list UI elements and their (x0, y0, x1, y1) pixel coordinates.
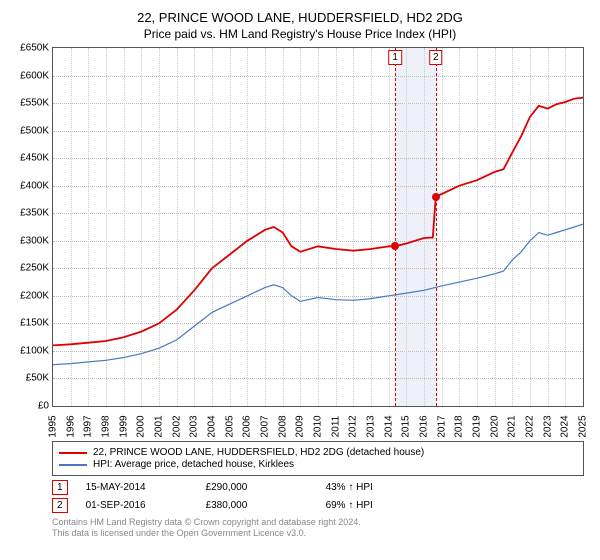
x-tick-label: 1996 (65, 415, 76, 437)
x-tick-label: 2012 (348, 415, 359, 437)
y-tick-label: £0 (9, 401, 49, 412)
event-row: 1 15-MAY-2014 £290,000 43% ↑ HPI (52, 480, 584, 495)
x-tick-label: 2001 (154, 415, 165, 437)
x-tick-label: 2025 (578, 415, 589, 437)
legend-item: 22, PRINCE WOOD LANE, HUDDERSFIELD, HD2 … (59, 447, 577, 458)
x-tick-label: 2023 (542, 415, 553, 437)
x-tick-label: 2005 (224, 415, 235, 437)
x-tick-label: 2002 (171, 415, 182, 437)
x-tick-label: 2009 (295, 415, 306, 437)
y-tick-label: £200K (9, 290, 49, 301)
legend-label: HPI: Average price, detached house, Kirk… (93, 459, 294, 470)
y-tick-label: £650K (9, 43, 49, 54)
x-tick-label: 1999 (118, 415, 129, 437)
y-tick-label: £350K (9, 208, 49, 219)
x-tick-label: 2010 (313, 415, 324, 437)
x-tick-label: 2003 (189, 415, 200, 437)
x-tick-label: 2004 (207, 415, 218, 437)
legend-label: 22, PRINCE WOOD LANE, HUDDERSFIELD, HD2 … (93, 447, 424, 458)
x-tick-label: 2008 (277, 415, 288, 437)
legend-swatch (59, 464, 87, 466)
series-line (53, 98, 583, 346)
legend-item: HPI: Average price, detached house, Kirk… (59, 459, 577, 470)
x-tick-label: 1997 (83, 415, 94, 437)
event-date: 15-MAY-2014 (86, 482, 206, 493)
events-table: 1 15-MAY-2014 £290,000 43% ↑ HPI 2 01-SE… (52, 480, 584, 513)
y-tick-label: £450K (9, 153, 49, 164)
x-tick-label: 2017 (436, 415, 447, 437)
event-delta: 69% ↑ HPI (326, 500, 446, 511)
y-tick-label: £600K (9, 70, 49, 81)
footnote-line: Contains HM Land Registry data © Crown c… (52, 517, 584, 528)
data-point-marker (391, 242, 399, 250)
x-tick-label: 2022 (525, 415, 536, 437)
data-point-marker (432, 193, 440, 201)
y-tick-label: £550K (9, 98, 49, 109)
chart-subtitle: Price paid vs. HM Land Registry's House … (8, 27, 592, 41)
event-price: £380,000 (206, 500, 326, 511)
x-tick-label: 2006 (242, 415, 253, 437)
y-tick-label: £500K (9, 125, 49, 136)
y-tick-label: £300K (9, 235, 49, 246)
x-tick-label: 2021 (507, 415, 518, 437)
plot-area: £0£50K£100K£150K£200K£250K£300K£350K£400… (52, 47, 584, 407)
x-tick-label: 2011 (330, 416, 341, 438)
footnote-line: This data is licensed under the Open Gov… (52, 528, 584, 539)
legend: 22, PRINCE WOOD LANE, HUDDERSFIELD, HD2 … (52, 441, 584, 476)
event-price: £290,000 (206, 482, 326, 493)
legend-swatch (59, 452, 87, 454)
x-tick-label: 2015 (401, 415, 412, 437)
x-tick-label: 2016 (419, 415, 430, 437)
x-tick-label: 2024 (560, 415, 571, 437)
x-tick-label: 2014 (383, 415, 394, 437)
event-row: 2 01-SEP-2016 £380,000 69% ↑ HPI (52, 498, 584, 513)
event-badge: 2 (52, 498, 68, 513)
x-tick-label: 2007 (260, 415, 271, 437)
event-badge: 1 (52, 480, 68, 495)
event-delta: 43% ↑ HPI (326, 482, 446, 493)
y-tick-label: £400K (9, 180, 49, 191)
chart-title: 22, PRINCE WOOD LANE, HUDDERSFIELD, HD2 … (8, 8, 592, 27)
x-tick-label: 2013 (366, 415, 377, 437)
x-tick-label: 2000 (136, 415, 147, 437)
x-tick-label: 2020 (489, 415, 500, 437)
x-tick-label: 2018 (454, 415, 465, 437)
y-tick-label: £50K (9, 373, 49, 384)
event-date: 01-SEP-2016 (86, 500, 206, 511)
footnote: Contains HM Land Registry data © Crown c… (52, 517, 584, 540)
y-tick-label: £150K (9, 318, 49, 329)
y-tick-label: £250K (9, 263, 49, 274)
x-tick-label: 1998 (101, 415, 112, 437)
x-tick-label: 1995 (48, 415, 59, 437)
x-tick-label: 2019 (472, 415, 483, 437)
series-line (53, 224, 583, 365)
y-tick-label: £100K (9, 345, 49, 356)
